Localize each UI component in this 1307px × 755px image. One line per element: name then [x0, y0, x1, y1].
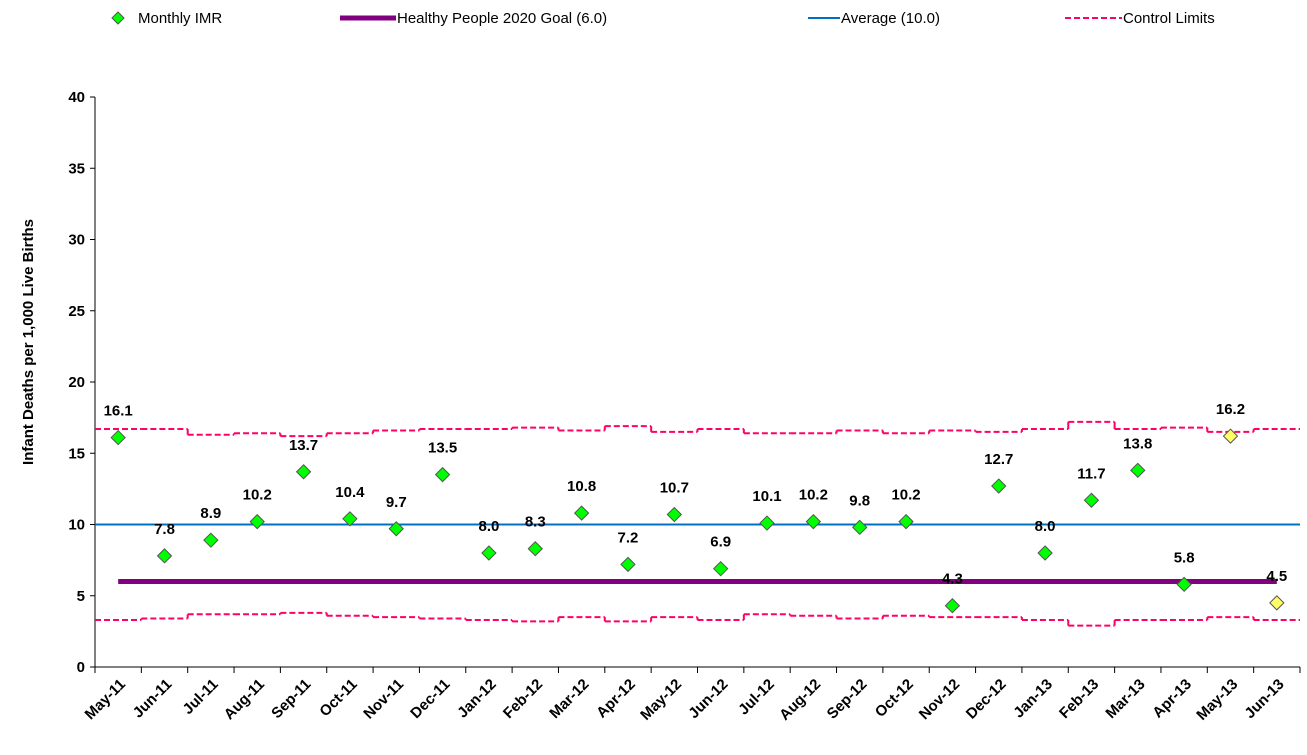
y-axis-title: Infant Deaths per 1,000 Live Births	[20, 219, 37, 465]
x-tick-label: May-12	[637, 676, 685, 724]
data-point	[110, 429, 126, 446]
data-label: 10.1	[752, 488, 781, 505]
data-point	[666, 506, 683, 523]
y-tick-label: 40	[68, 89, 85, 106]
x-tick-label: Oct-12	[872, 676, 917, 721]
x-tick-label: Nov-11	[360, 676, 407, 723]
x-tick-label: Apr-13	[1149, 676, 1195, 722]
data-point	[573, 505, 590, 521]
data-point	[481, 545, 497, 561]
data-point	[1083, 492, 1100, 508]
data-label: 8.3	[525, 514, 546, 531]
data-label: 10.2	[799, 487, 828, 504]
data-label: 8.0	[479, 518, 500, 535]
x-tick-label: Apr-12	[593, 676, 639, 722]
y-tick-label: 15	[68, 445, 85, 462]
data-label: 13.5	[428, 440, 457, 457]
x-tick-label: Oct-11	[316, 676, 360, 720]
x-tick-label: Nov-12	[916, 676, 963, 723]
x-tick-label: Aug-11	[221, 676, 268, 723]
data-label: 5.8	[1174, 549, 1195, 566]
y-tick-label: 5	[77, 588, 85, 605]
legend-label: Average (10.0)	[841, 10, 940, 27]
x-tick-label: Jan-12	[454, 676, 500, 722]
data-label: 11.7	[1077, 465, 1105, 482]
x-tick-label: Jun-11	[130, 676, 176, 722]
data-point	[898, 513, 914, 530]
data-label: 10.8	[567, 478, 596, 495]
data-point	[1269, 595, 1285, 611]
data-point	[759, 515, 775, 531]
data-label: 8.0	[1035, 518, 1056, 535]
y-tick-label: 35	[68, 160, 85, 177]
data-point	[295, 464, 312, 480]
data-point	[620, 556, 636, 573]
data-point	[388, 521, 404, 537]
data-point	[249, 513, 265, 530]
legend-label: Monthly IMR	[138, 10, 222, 27]
data-point	[712, 560, 729, 577]
data-label: 8.9	[200, 505, 221, 522]
x-tick-label: May-11	[82, 676, 129, 723]
data-label: 6.9	[710, 534, 731, 551]
y-tick-label: 25	[68, 303, 85, 320]
data-label: 10.4	[335, 484, 365, 501]
x-tick-label: Jun-13	[1241, 676, 1287, 722]
data-point	[203, 532, 219, 548]
x-tick-label: Jan-13	[1010, 676, 1056, 722]
x-tick-label: Sep-12	[824, 676, 871, 723]
data-point	[1037, 545, 1053, 561]
data-point	[1130, 462, 1146, 479]
data-label: 13.8	[1123, 435, 1152, 452]
data-label: 9.8	[849, 492, 870, 509]
data-point	[852, 519, 868, 536]
x-tick-label: Jul-11	[180, 676, 222, 718]
x-tick-label: Feb-12	[500, 676, 546, 722]
data-label: 10.2	[891, 487, 920, 504]
data-label: 4.5	[1266, 568, 1287, 585]
data-label: 10.2	[243, 487, 272, 504]
x-tick-label: Mar-12	[546, 676, 592, 722]
x-tick-label: May-13	[1193, 676, 1241, 724]
data-point	[991, 478, 1007, 494]
data-label: 12.7	[984, 451, 1013, 468]
y-tick-label: 10	[68, 517, 85, 534]
x-tick-label: Dec-12	[963, 676, 1010, 723]
x-tick-label: Sep-11	[268, 676, 314, 722]
legend-label: Control Limits	[1123, 10, 1215, 27]
x-tick-label: Mar-13	[1102, 676, 1148, 722]
y-tick-label: 30	[68, 232, 85, 249]
legend-label: Healthy People 2020 Goal (6.0)	[397, 10, 607, 27]
data-point	[1222, 428, 1239, 444]
data-label: 7.8	[154, 521, 175, 538]
data-point	[434, 466, 451, 483]
data-label: 7.2	[618, 529, 639, 546]
x-tick-label: Aug-12	[776, 676, 824, 724]
x-tick-label: Feb-13	[1056, 676, 1102, 722]
data-point	[1176, 576, 1192, 593]
data-point	[156, 548, 173, 564]
data-point	[527, 541, 543, 557]
x-tick-label: Jul-12	[735, 676, 778, 719]
x-tick-label: Jun-12	[685, 676, 731, 722]
y-tick-label: 0	[77, 659, 85, 676]
y-tick-label: 20	[68, 374, 85, 391]
data-label: 13.7	[289, 437, 318, 454]
data-point	[342, 511, 358, 527]
data-label: 16.2	[1216, 401, 1245, 418]
data-label: 4.3	[942, 571, 963, 588]
data-label: 9.7	[386, 494, 407, 511]
x-tick-label: Dec-11	[407, 676, 453, 722]
data-point	[805, 513, 822, 530]
data-label: 16.1	[104, 403, 133, 420]
data-point	[944, 598, 961, 614]
data-label: 10.7	[660, 480, 689, 497]
legend-marker	[111, 11, 125, 25]
